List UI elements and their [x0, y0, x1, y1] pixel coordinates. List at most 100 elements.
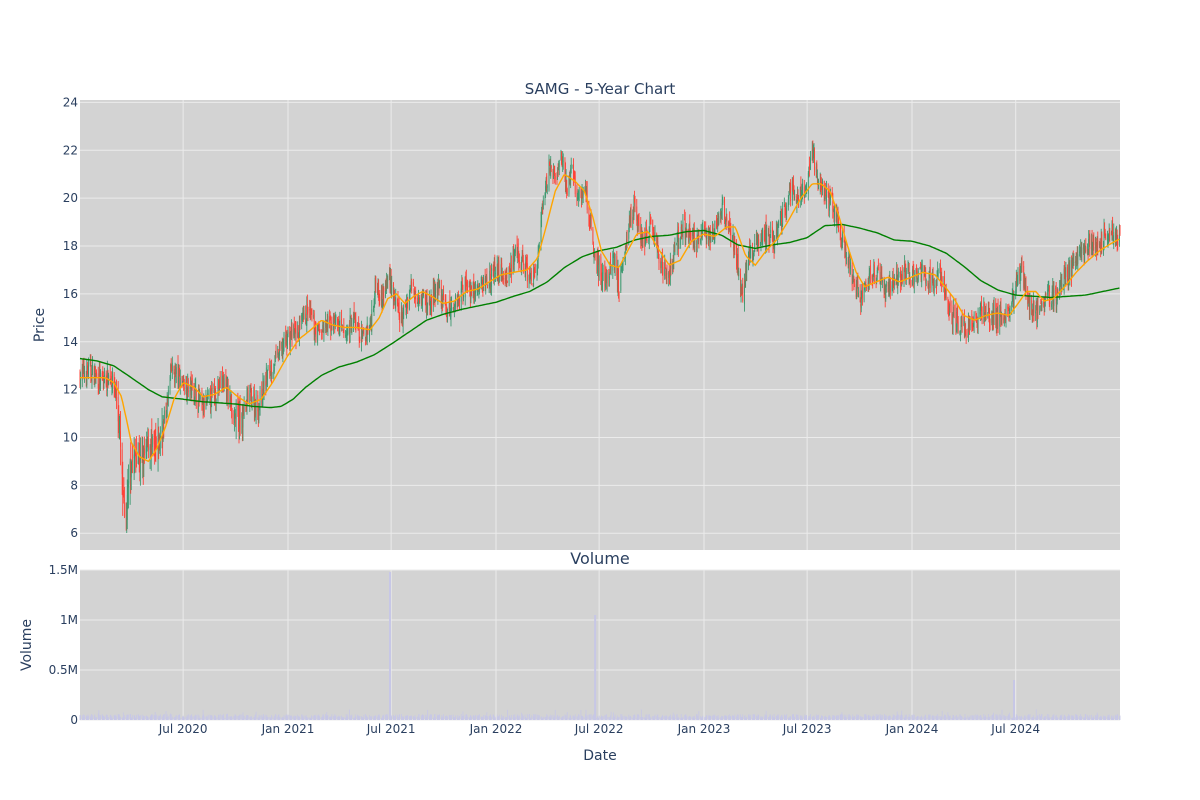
candle-body [704, 231, 706, 234]
volume-bar [210, 715, 212, 720]
volume-bar [536, 714, 538, 720]
volume-bar [765, 710, 767, 720]
volume-bar [725, 716, 727, 720]
candle-body [1020, 267, 1022, 273]
volume-bar [718, 717, 720, 720]
volume-bar [1027, 715, 1029, 720]
candle-body [274, 355, 276, 366]
volume-bar [447, 716, 448, 720]
candle-body [499, 275, 500, 278]
candle-body [721, 212, 723, 216]
volume-bar [702, 715, 704, 720]
candle-body [165, 410, 167, 419]
candle-body [452, 307, 454, 309]
candle-body [1032, 301, 1034, 314]
volume-bar [528, 714, 530, 720]
candle-body [154, 442, 156, 446]
volume-bar [503, 715, 504, 720]
volume-bar [805, 715, 807, 720]
candle-body [98, 385, 100, 388]
candle-body [908, 264, 910, 284]
candle-body [678, 246, 680, 249]
volume-bar [538, 715, 540, 720]
candle-body [345, 333, 347, 337]
volume-bar [561, 717, 562, 720]
volume-bar [861, 716, 863, 720]
volume-bar [814, 717, 815, 720]
volume-bar [632, 717, 634, 720]
candle-body [249, 393, 251, 403]
volume-bar [722, 716, 724, 720]
volume-bar [299, 717, 301, 720]
volume-bar [905, 714, 907, 720]
candle-body [561, 153, 562, 164]
candle-body [151, 438, 153, 444]
candle-body [138, 455, 140, 461]
candle-body [614, 255, 615, 271]
candle-body [422, 295, 424, 297]
volume-bar [297, 714, 299, 720]
volume-bar [1072, 715, 1074, 720]
candle-body [916, 267, 917, 270]
candle-body [293, 322, 295, 332]
volume-bar [568, 717, 570, 720]
candle-body [626, 235, 628, 240]
volume-bar [693, 717, 695, 720]
candle-body [726, 217, 728, 225]
candle-body [129, 461, 131, 484]
volume-spike-bar [594, 615, 597, 720]
candle-body [1024, 280, 1026, 291]
candle-body [1039, 306, 1041, 311]
volume-bar [141, 714, 143, 720]
candle-body [576, 190, 578, 202]
volume-bar [1059, 717, 1060, 720]
volume-bar [326, 715, 328, 720]
volume-bar [98, 714, 100, 720]
candle-body [397, 299, 399, 307]
volume-bar [365, 714, 366, 720]
volume-bar [430, 714, 432, 720]
candle-body [921, 264, 923, 271]
candle-body [785, 212, 787, 215]
candle-body [1057, 289, 1059, 293]
volume-bar [513, 717, 515, 720]
volume-bars [79, 572, 1121, 720]
volume-bar [119, 716, 121, 720]
candle-body [430, 297, 432, 311]
volume-bar [777, 714, 778, 720]
volume-bar [847, 714, 849, 720]
candle-body [282, 347, 284, 355]
candle-body [893, 283, 895, 285]
volume-bar [162, 714, 164, 720]
x-tick-label: Jul 2023 [782, 722, 832, 736]
candle-body [641, 230, 643, 245]
candle-body [277, 351, 279, 360]
volume-bar [807, 717, 809, 720]
candle-body [846, 258, 847, 261]
candle-body [1043, 302, 1045, 304]
volume-bar [199, 717, 201, 720]
volume-bar [696, 714, 698, 720]
volume-bar [510, 717, 512, 720]
volume-bar [1023, 717, 1025, 720]
volume-bar [121, 717, 123, 720]
candle-body [231, 397, 232, 412]
candle-body [948, 305, 949, 313]
candle-body [477, 282, 479, 289]
volume-bar [1052, 715, 1054, 720]
volume-bar [724, 715, 726, 720]
candle-body [896, 273, 898, 283]
volume-bar [329, 716, 330, 720]
candle-body [520, 264, 522, 272]
candle-body [1104, 225, 1106, 230]
candle-body [505, 276, 507, 283]
candle-body [924, 269, 926, 271]
candle-body [313, 314, 315, 319]
volume-bar [843, 714, 845, 720]
volume-bar [298, 716, 300, 720]
volume-bar [600, 717, 602, 720]
volume-bar [618, 717, 619, 720]
candle-body [1003, 316, 1005, 324]
candle-body [145, 445, 147, 454]
volume-bar [446, 715, 447, 720]
